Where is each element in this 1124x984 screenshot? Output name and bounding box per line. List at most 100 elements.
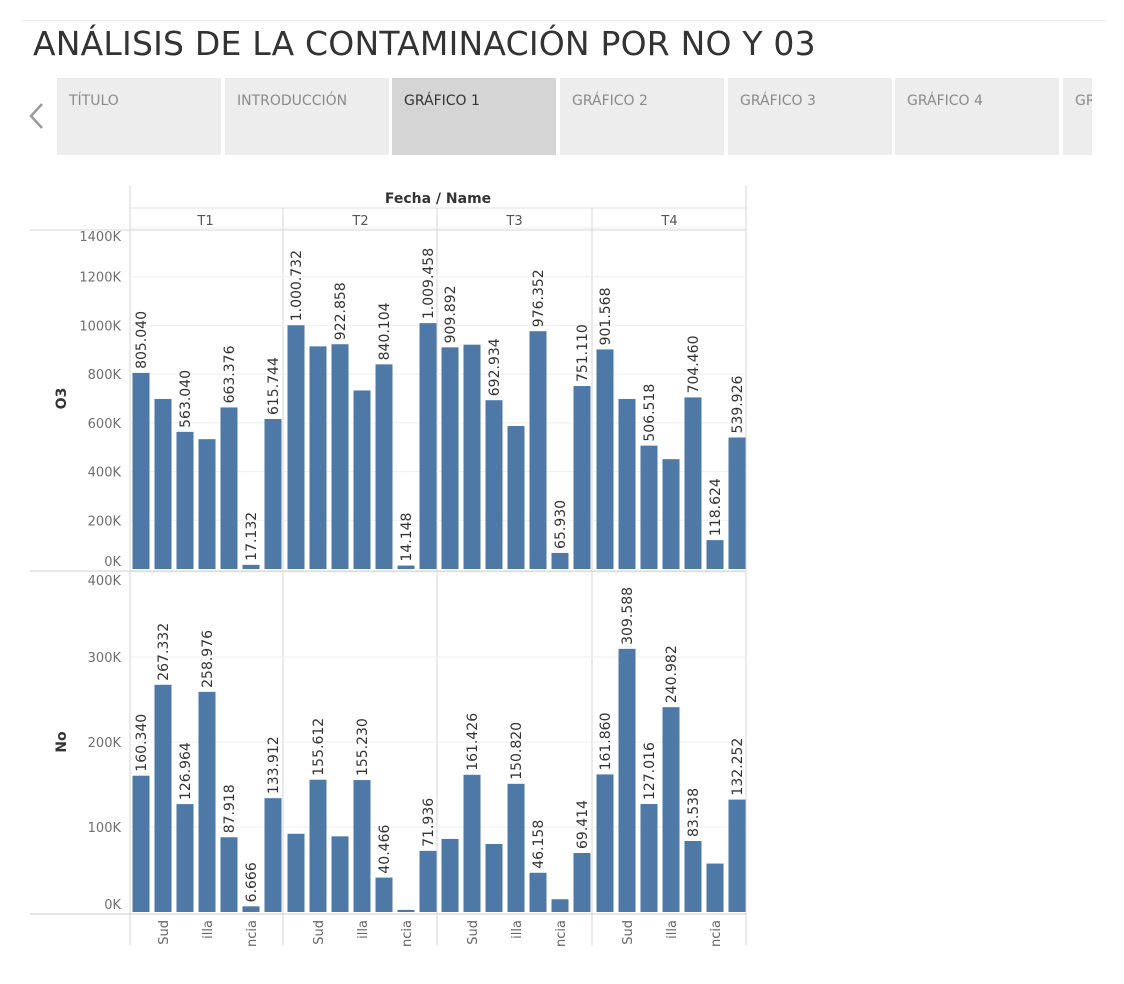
bar-value-label: 506.518	[642, 384, 658, 442]
y-tick-label: 0K	[104, 898, 121, 913]
y-tick-label: 200K	[88, 736, 122, 751]
previous-tab-button[interactable]	[22, 86, 52, 146]
y-tick-label: 600K	[88, 417, 122, 432]
x-tick-label: illa	[665, 920, 680, 939]
tab-grafico-2[interactable]: GRÁFICO 2	[560, 78, 724, 155]
bar	[375, 877, 393, 912]
bar	[706, 540, 724, 569]
bar	[640, 804, 658, 912]
bar-value-label: 87.918	[222, 784, 238, 833]
bar-value-label: 840.104	[377, 302, 393, 360]
bar-value-label: 161.860	[598, 713, 614, 771]
bar	[463, 774, 481, 912]
bar-chart: Fecha / Name T1 T2 T3 T4 0K 200K 400K 600K 800K 10…	[30, 185, 747, 947]
tab-titulo[interactable]: TÍTULO	[57, 78, 221, 155]
bar-value-label: 692.934	[487, 338, 503, 396]
bar	[198, 439, 216, 569]
bar-value-label: 1.009.458	[421, 248, 437, 319]
bar	[287, 833, 305, 912]
x-tick-label: illa	[510, 920, 525, 939]
bar-value-label: 118.624	[708, 478, 724, 536]
bar-value-label: 563.040	[178, 370, 194, 428]
y-tick-label: 300K	[88, 651, 122, 666]
x-tick-label: ncia	[245, 920, 260, 947]
bar	[529, 872, 547, 912]
bar-value-label: 704.460	[686, 336, 702, 394]
bar	[132, 775, 150, 912]
bar-value-label: 14.148	[399, 513, 415, 562]
tab-label: GR	[1075, 93, 1092, 109]
bar-value-label: 155.230	[355, 718, 371, 776]
bar	[176, 804, 194, 912]
column-label: T2	[351, 214, 368, 229]
bar	[596, 349, 614, 569]
x-tick-label: ncia	[400, 920, 415, 947]
bar-value-label: 539.926	[730, 376, 746, 434]
bar	[397, 565, 415, 569]
column-label: T4	[660, 214, 677, 229]
bar-value-label: 133.912	[266, 736, 282, 794]
bar-value-label: 127.016	[642, 742, 658, 800]
top-divider	[22, 20, 1106, 21]
tab-introduccion[interactable]: INTRODUCCIÓN	[225, 78, 389, 155]
bar	[529, 331, 547, 569]
tab-grafico-5[interactable]: GR	[1063, 78, 1092, 155]
tab-label: INTRODUCCIÓN	[237, 93, 348, 109]
bar-value-label: 805.040	[134, 311, 150, 369]
bar	[573, 852, 591, 912]
tab-label: GRÁFICO 2	[572, 93, 648, 109]
x-tick-label: illa	[356, 920, 371, 939]
x-tick-label: Sud	[157, 920, 172, 945]
bar-value-label: 615.744	[266, 357, 282, 415]
bar	[242, 906, 260, 912]
bar	[507, 426, 525, 569]
story-tabs: TÍTULO INTRODUCCIÓN GRÁFICO 1 GRÁFICO 2 …	[57, 78, 1092, 155]
tab-grafico-4[interactable]: GRÁFICO 4	[895, 78, 1059, 155]
tab-label: GRÁFICO 4	[907, 93, 983, 109]
bar	[640, 445, 658, 569]
bar-value-label: 922.858	[333, 282, 349, 340]
bar	[198, 691, 216, 912]
bar	[264, 798, 282, 912]
bar	[706, 863, 724, 912]
tab-label: GRÁFICO 3	[740, 93, 816, 109]
bar	[441, 838, 459, 912]
bar-value-label: 83.538	[686, 788, 702, 837]
bar	[397, 909, 415, 912]
bar	[618, 398, 636, 569]
bar	[728, 437, 746, 569]
bar-value-label: 6.666	[244, 862, 260, 902]
bar-value-label: 132.252	[730, 738, 746, 796]
bar-value-label: 17.132	[244, 512, 260, 561]
bar	[507, 783, 525, 912]
tab-grafico-3[interactable]: GRÁFICO 3	[728, 78, 892, 155]
column-label: T3	[505, 214, 522, 229]
bar-value-label: 150.820	[509, 722, 525, 780]
bar	[684, 840, 702, 912]
bar	[662, 459, 680, 569]
bar	[331, 836, 349, 912]
tab-grafico-1[interactable]: GRÁFICO 1	[392, 78, 556, 155]
bar	[264, 419, 282, 569]
chevron-left-icon	[29, 103, 43, 129]
bar-value-label: 258.976	[200, 630, 216, 688]
bar-value-label: 663.376	[222, 345, 238, 403]
bar	[309, 779, 327, 912]
bar-value-label: 155.612	[311, 718, 327, 776]
bar	[463, 344, 481, 569]
y-tick-label: 1200K	[79, 271, 121, 286]
bar	[419, 323, 437, 569]
bar-value-label: 976.352	[531, 269, 547, 327]
bar-value-label: 309.588	[620, 587, 636, 645]
bar	[551, 552, 569, 569]
bar-value-label: 46.158	[531, 820, 547, 869]
bar	[176, 431, 194, 569]
tab-label: TÍTULO	[69, 93, 119, 109]
x-tick-label: illa	[201, 920, 216, 939]
bar-value-label: 161.426	[465, 713, 481, 771]
bar	[441, 347, 459, 569]
x-tick-label: Sud	[621, 920, 636, 945]
x-tick-label: Sud	[312, 920, 327, 945]
bar-value-label: 65.930	[553, 500, 569, 549]
column-label: T1	[196, 214, 213, 229]
